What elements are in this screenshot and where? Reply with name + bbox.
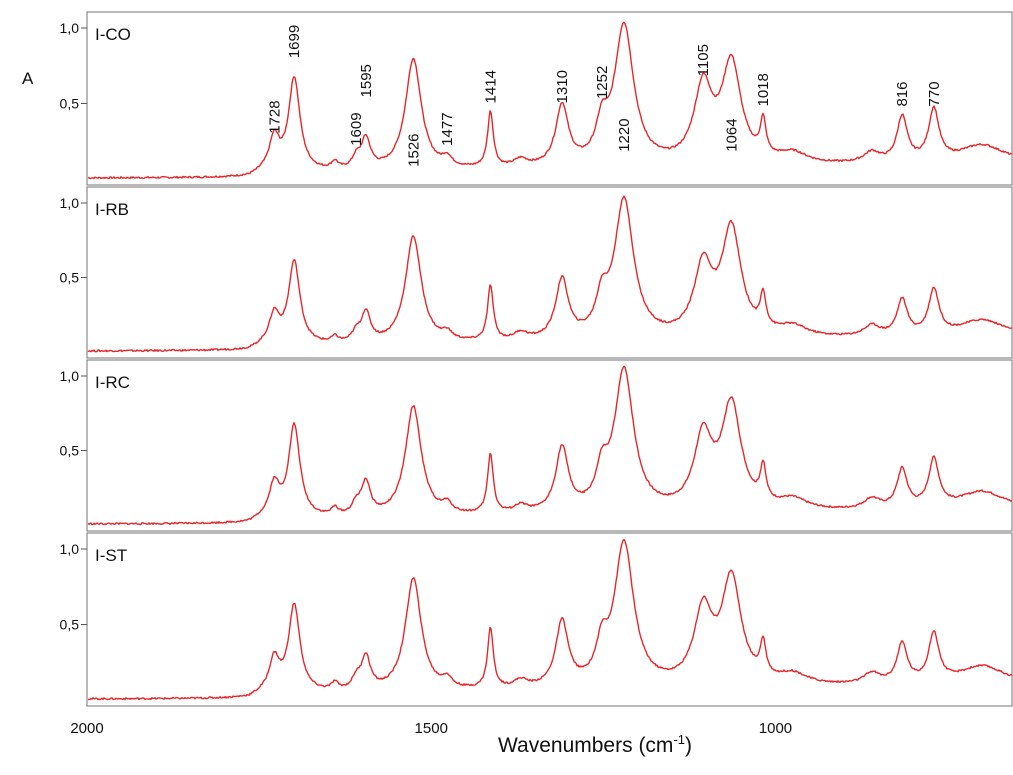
panel-label-i-rc: I-RC	[95, 373, 130, 392]
y-tick-label: 0,5	[60, 270, 80, 286]
peak-label: 1220	[616, 118, 633, 151]
panel-frame-i-rb	[86, 186, 1013, 359]
peak-label: 1609	[348, 112, 365, 145]
spectrum-line-i-co	[87, 21, 1013, 180]
x-tick-label: 1000	[759, 720, 792, 737]
panel-frame-i-rc	[86, 359, 1013, 532]
panel-label-i-st: I-ST	[95, 546, 127, 565]
peak-label: 1414	[482, 70, 499, 103]
peak-label: 1595	[358, 64, 375, 97]
y-tick-label: 0,5	[60, 443, 80, 459]
peak-label: 1699	[286, 25, 303, 58]
x-tick-label: 1500	[415, 720, 448, 737]
peak-label: 1477	[439, 112, 456, 145]
axis-ticks	[81, 27, 87, 625]
panel-frames	[86, 11, 1013, 707]
y-tick-label: 1,0	[60, 541, 80, 557]
panel-frame-i-co	[86, 11, 1013, 186]
peak-label: 1310	[554, 70, 571, 103]
y-tick-label: 0,5	[60, 617, 80, 633]
panel-frame-i-st	[86, 532, 1013, 707]
panel-label-i-co: I-CO	[95, 25, 131, 44]
peak-label: 1018	[755, 73, 772, 106]
x-axis-label: Wavenumbers (cm-1)	[498, 732, 692, 757]
peak-label: 1105	[695, 44, 712, 76]
peak-label: 1728	[266, 100, 283, 133]
peak-label: 816	[894, 82, 911, 107]
y-tick-label: 1,0	[60, 195, 80, 211]
y-tick-label: 1,0	[60, 20, 80, 36]
panel-label-i-rb: I-RB	[95, 200, 129, 219]
peak-label: 1064	[723, 118, 740, 151]
spectrum-line-i-st	[87, 538, 1013, 701]
y-axis-label: A	[22, 69, 34, 88]
spectrum-line-i-rb	[87, 195, 1013, 353]
peak-label: 1252	[594, 66, 611, 99]
peak-label: 1526	[405, 133, 422, 166]
peak-label: 770	[926, 81, 943, 106]
chart-labels: I-CO 0,5 1,0 1728 1699 1609 1595 1526 1477 1414 13…	[22, 20, 943, 757]
spectrum-line-i-rc	[87, 365, 1013, 526]
y-tick-label: 0,5	[60, 96, 80, 112]
x-tick-label: 2000	[70, 720, 103, 737]
spectra-lines	[87, 21, 1013, 701]
y-tick-label: 1,0	[60, 368, 80, 384]
